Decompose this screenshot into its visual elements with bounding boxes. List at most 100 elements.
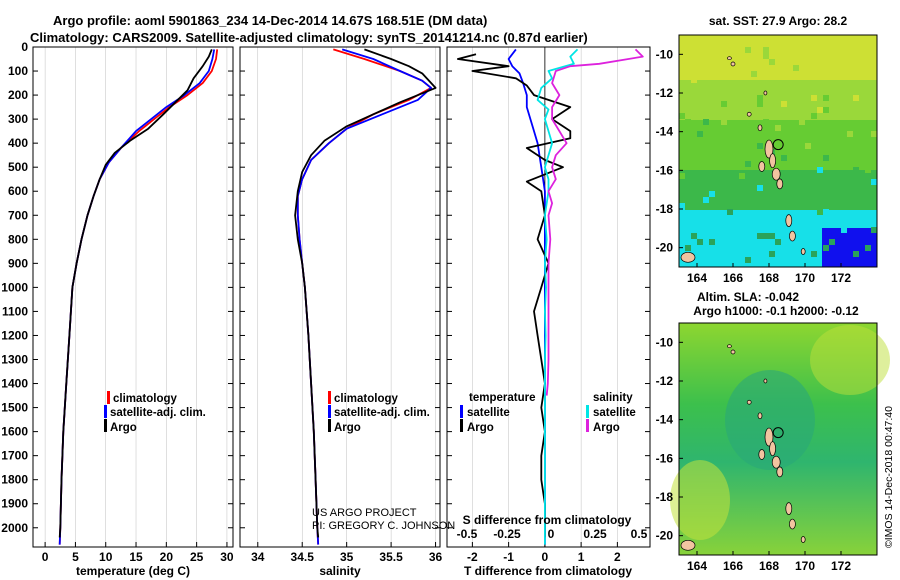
legend-swatch-climatology (107, 391, 110, 404)
sst-pixel (793, 65, 799, 71)
sst-pixel (685, 89, 691, 95)
depth-tick-label: 100 (8, 64, 28, 78)
sst-pixel (787, 83, 793, 89)
depth-tick-label: 300 (8, 112, 28, 126)
sst-pixel (721, 203, 727, 209)
s-diff-tick-label: -0.5 (457, 527, 478, 541)
sst-pixel (721, 185, 727, 191)
sst-pixel (781, 101, 787, 107)
map-x-tick-label: 166 (723, 271, 743, 285)
salinity-gridlines (240, 46, 440, 547)
sst-pixel (763, 119, 769, 125)
sst-pixel (709, 35, 715, 41)
sst-pixel (697, 239, 703, 245)
map-y-tick-label: -10 (656, 335, 674, 349)
sst-pixel (679, 209, 685, 215)
sst-pixel (799, 119, 805, 125)
s-diff-tick-label: 0.25 (583, 527, 607, 541)
island (769, 441, 776, 457)
depth-tick-label: 1800 (1, 473, 28, 487)
argo-position-marker (772, 427, 784, 439)
sst-pixel (733, 113, 739, 119)
legend-label: satellite (593, 407, 636, 419)
series-line-temperature-satellite (507, 48, 546, 545)
sst-pixel (727, 209, 733, 215)
sst-map-frame (678, 34, 878, 268)
depth-tick-label: 1500 (1, 401, 28, 415)
sst-pixel (823, 95, 829, 101)
x-tick-label: 15 (129, 550, 143, 564)
legend-label: Argo (110, 422, 137, 434)
island (785, 502, 793, 515)
sst-pixel (805, 233, 811, 239)
map-y-tick-label: -20 (656, 241, 674, 255)
sst-pixel (823, 137, 829, 143)
temperature-legend: climatology satellite-adj. clim. Argo (104, 391, 206, 434)
sst-pixel (853, 137, 859, 143)
sst-pixel (775, 41, 781, 47)
sst-pixel (847, 131, 853, 137)
x-tick-label: -1 (503, 550, 514, 564)
sst-pixel (853, 167, 859, 173)
x-tick-label: 1 (578, 550, 585, 564)
map-y-tick-label: -18 (656, 490, 674, 504)
series-line-argo (294, 48, 437, 538)
legend-swatch-t-satellite (460, 405, 463, 418)
sst-pixel (865, 245, 871, 251)
depth-tick-label: 500 (8, 160, 28, 174)
legend-label: Argo (593, 422, 620, 434)
difference-series (457, 48, 644, 545)
map-x-tick-label: 170 (795, 271, 815, 285)
sst-pixel (757, 101, 763, 107)
x-tick-label: 35 (340, 550, 354, 564)
sst-pixel (865, 167, 871, 173)
sst-pixel (727, 125, 733, 131)
sst-pixel (703, 71, 709, 77)
sla-islands (680, 344, 806, 551)
sst-pixel (805, 65, 811, 71)
sst-pixel (817, 179, 823, 185)
depth-tick-label: 1100 (2, 304, 28, 318)
sst-pixel (853, 155, 859, 161)
sst-pixel (823, 53, 829, 59)
legend-swatch-satellite (328, 405, 331, 418)
s-difference-xlabel: S difference from climatology (463, 513, 632, 527)
sst-pixel (751, 71, 757, 77)
island (758, 161, 766, 172)
temperature-gridlines (33, 46, 233, 547)
series-line-salinity-argo (545, 48, 644, 396)
sst-pixel (721, 119, 727, 125)
sst-pixel (769, 59, 775, 65)
sst-pixel (871, 227, 877, 233)
sst-pixel (715, 125, 721, 131)
sst-pixel (871, 131, 877, 137)
header-line-2: Climatology: CARS2009. Satellite-adjuste… (30, 30, 588, 45)
sst-pixel (709, 191, 715, 197)
map-x-tick-label: 166 (723, 559, 743, 573)
sla-low-blob (725, 370, 815, 470)
sst-pixel (853, 113, 859, 119)
x-tick-label: 10 (99, 550, 113, 564)
sla-high-blob (810, 325, 890, 395)
legend-swatch-argo (104, 419, 107, 432)
island (763, 90, 768, 96)
sst-pixel (679, 107, 685, 113)
sst-pixel (679, 113, 685, 119)
island (763, 378, 768, 384)
map-x-tick-label: 170 (795, 559, 815, 573)
sst-pixel (691, 77, 697, 83)
legend-swatch-satellite (104, 405, 107, 418)
island (758, 449, 766, 460)
temperature-xlabel: temperature (deg C) (76, 564, 190, 578)
sst-pixel (811, 95, 817, 101)
legend-label: climatology (113, 393, 178, 405)
map-x-tick-label: 164 (687, 271, 707, 285)
depth-tick-labels: 0 100 200 300 400 500 600 700 800 900 1000 1100 1200… (1, 40, 28, 535)
salinity-legend: climatology satellite-adj. clim. Argo (328, 391, 430, 434)
legend-title-temperature: temperature (469, 392, 535, 404)
sst-pixel (763, 131, 769, 137)
island (789, 518, 796, 530)
sst-pixel (787, 143, 793, 149)
legend-label: satellite-adj. clim. (110, 407, 206, 419)
